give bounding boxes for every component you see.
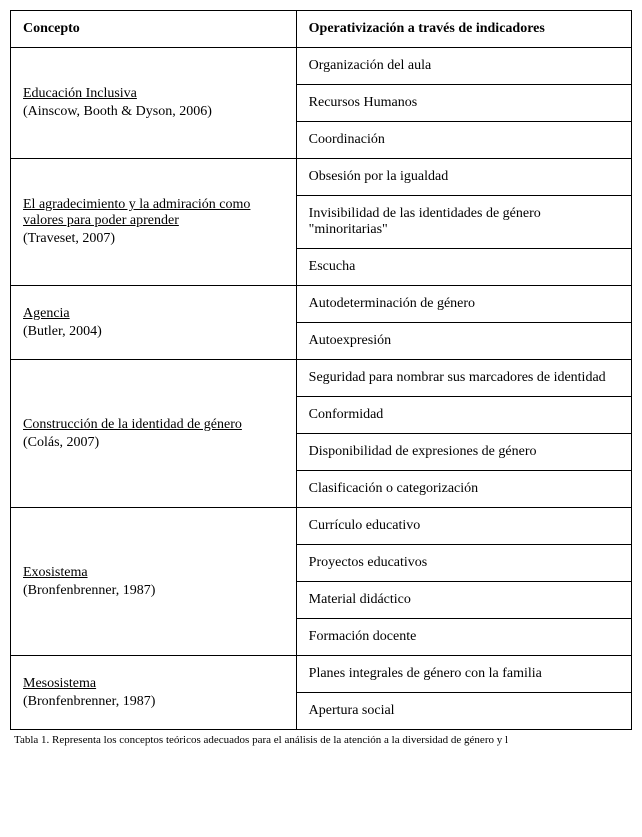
header-concept: Concepto (11, 11, 297, 48)
concept-title: Agencia (23, 306, 70, 321)
indicator-cell: Organización del aula (296, 48, 631, 85)
table-row: Educación Inclusiva(Ainscow, Booth & Dys… (11, 48, 632, 85)
table-row: Mesosistema(Bronfenbrenner, 1987)Planes … (11, 656, 632, 693)
table-row: Agencia(Butler, 2004)Autodeterminación d… (11, 286, 632, 323)
concept-ref: (Ainscow, Booth & Dyson, 2006) (23, 104, 284, 120)
concept-title: Educación Inclusiva (23, 86, 137, 101)
concept-ref: (Bronfenbrenner, 1987) (23, 583, 284, 599)
concept-title: Construcción de la identidad de género (23, 417, 242, 432)
indicator-cell: Proyectos educativos (296, 545, 631, 582)
indicator-cell: Conformidad (296, 397, 631, 434)
indicator-cell: Coordinación (296, 122, 631, 159)
concept-ref: (Bronfenbrenner, 1987) (23, 694, 284, 710)
indicator-cell: Escucha (296, 249, 631, 286)
concepts-table: Concepto Operativización a través de ind… (10, 10, 632, 730)
concept-title: El agradecimiento y la admiración como v… (23, 197, 250, 228)
indicator-cell: Material didáctico (296, 582, 631, 619)
concept-ref: (Traveset, 2007) (23, 231, 284, 247)
concept-cell: Mesosistema (Bronfenbrenner, 1987) (11, 656, 297, 730)
concept-cell: Educación Inclusiva (Ainscow, Booth & Dys… (11, 48, 297, 159)
indicator-cell: Disponibilidad de expresiones de género (296, 434, 631, 471)
concept-ref: (Colás, 2007) (23, 435, 284, 451)
concept-ref: (Butler, 2004) (23, 324, 284, 340)
indicator-cell: Currículo educativo (296, 508, 631, 545)
table-caption: Tabla 1. Representa los conceptos teóric… (10, 734, 632, 746)
concept-cell: Construcción de la identidad de género (C… (11, 360, 297, 508)
table-row: Construcción de la identidad de género(C… (11, 360, 632, 397)
table-row: El agradecimiento y la admiración como v… (11, 159, 632, 196)
indicator-cell: Autodeterminación de género (296, 286, 631, 323)
indicator-cell: Formación docente (296, 619, 631, 656)
header-operativization: Operativización a través de indicadores (296, 11, 631, 48)
indicator-cell: Autoexpresión (296, 323, 631, 360)
indicator-cell: Invisibilidad de las identidades de géne… (296, 196, 631, 249)
concept-cell: Agencia (Butler, 2004) (11, 286, 297, 360)
indicator-cell: Obsesión por la igualdad (296, 159, 631, 196)
indicator-cell: Planes integrales de género con la famil… (296, 656, 631, 693)
indicator-cell: Clasificación o categorización (296, 471, 631, 508)
concept-cell: El agradecimiento y la admiración como v… (11, 159, 297, 286)
indicator-cell: Apertura social (296, 693, 631, 730)
indicator-cell: Recursos Humanos (296, 85, 631, 122)
concept-title: Mesosistema (23, 676, 96, 691)
table-row: Exosistema(Bronfenbrenner, 1987)Currícul… (11, 508, 632, 545)
concept-cell: Exosistema (Bronfenbrenner, 1987) (11, 508, 297, 656)
concept-title: Exosistema (23, 565, 88, 580)
table-header-row: Concepto Operativización a través de ind… (11, 11, 632, 48)
indicator-cell: Seguridad para nombrar sus marcadores de… (296, 360, 631, 397)
